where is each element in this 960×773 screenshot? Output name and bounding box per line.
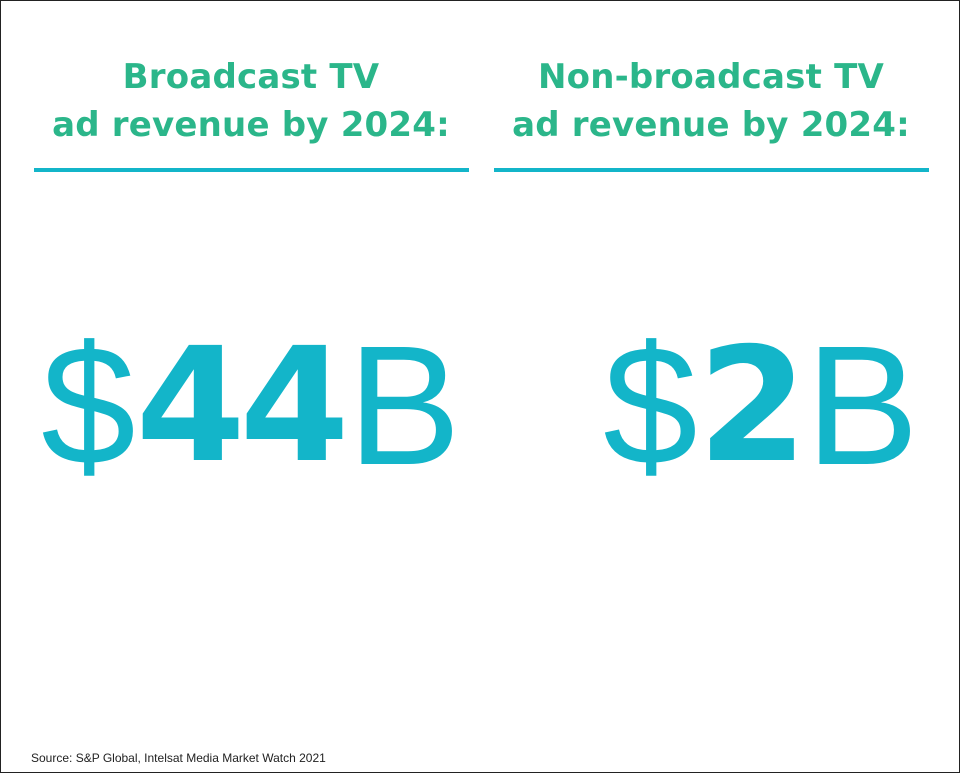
broadcast-tv-revenue-unit: B	[347, 311, 461, 501]
non-broadcast-tv-title: Non-broadcast TV ad revenue by 2024:	[491, 53, 931, 149]
broadcast-tv-title-line2: ad revenue by 2024:	[52, 105, 450, 145]
non-broadcast-tv-revenue-value: $ 2 B	[581, 316, 941, 496]
broadcast-tv-title: Broadcast TV ad revenue by 2024:	[31, 53, 471, 149]
non-broadcast-tv-title-line2: ad revenue by 2024:	[512, 105, 910, 145]
source-citation: Source: S&P Global, Intelsat Media Marke…	[31, 751, 326, 765]
non-broadcast-tv-divider	[494, 168, 929, 172]
non-broadcast-tv-currency-symbol: $	[603, 311, 698, 501]
broadcast-tv-currency-symbol: $	[41, 311, 136, 501]
non-broadcast-tv-revenue-unit: B	[805, 311, 919, 501]
broadcast-tv-revenue-number: 44	[135, 314, 350, 498]
broadcast-tv-revenue-value: $ 44 B	[21, 316, 481, 496]
broadcast-tv-title-line1: Broadcast TV	[122, 57, 380, 97]
non-broadcast-tv-title-line1: Non-broadcast TV	[537, 57, 884, 97]
non-broadcast-tv-revenue-number: 2	[697, 314, 808, 498]
broadcast-tv-divider	[34, 168, 469, 172]
